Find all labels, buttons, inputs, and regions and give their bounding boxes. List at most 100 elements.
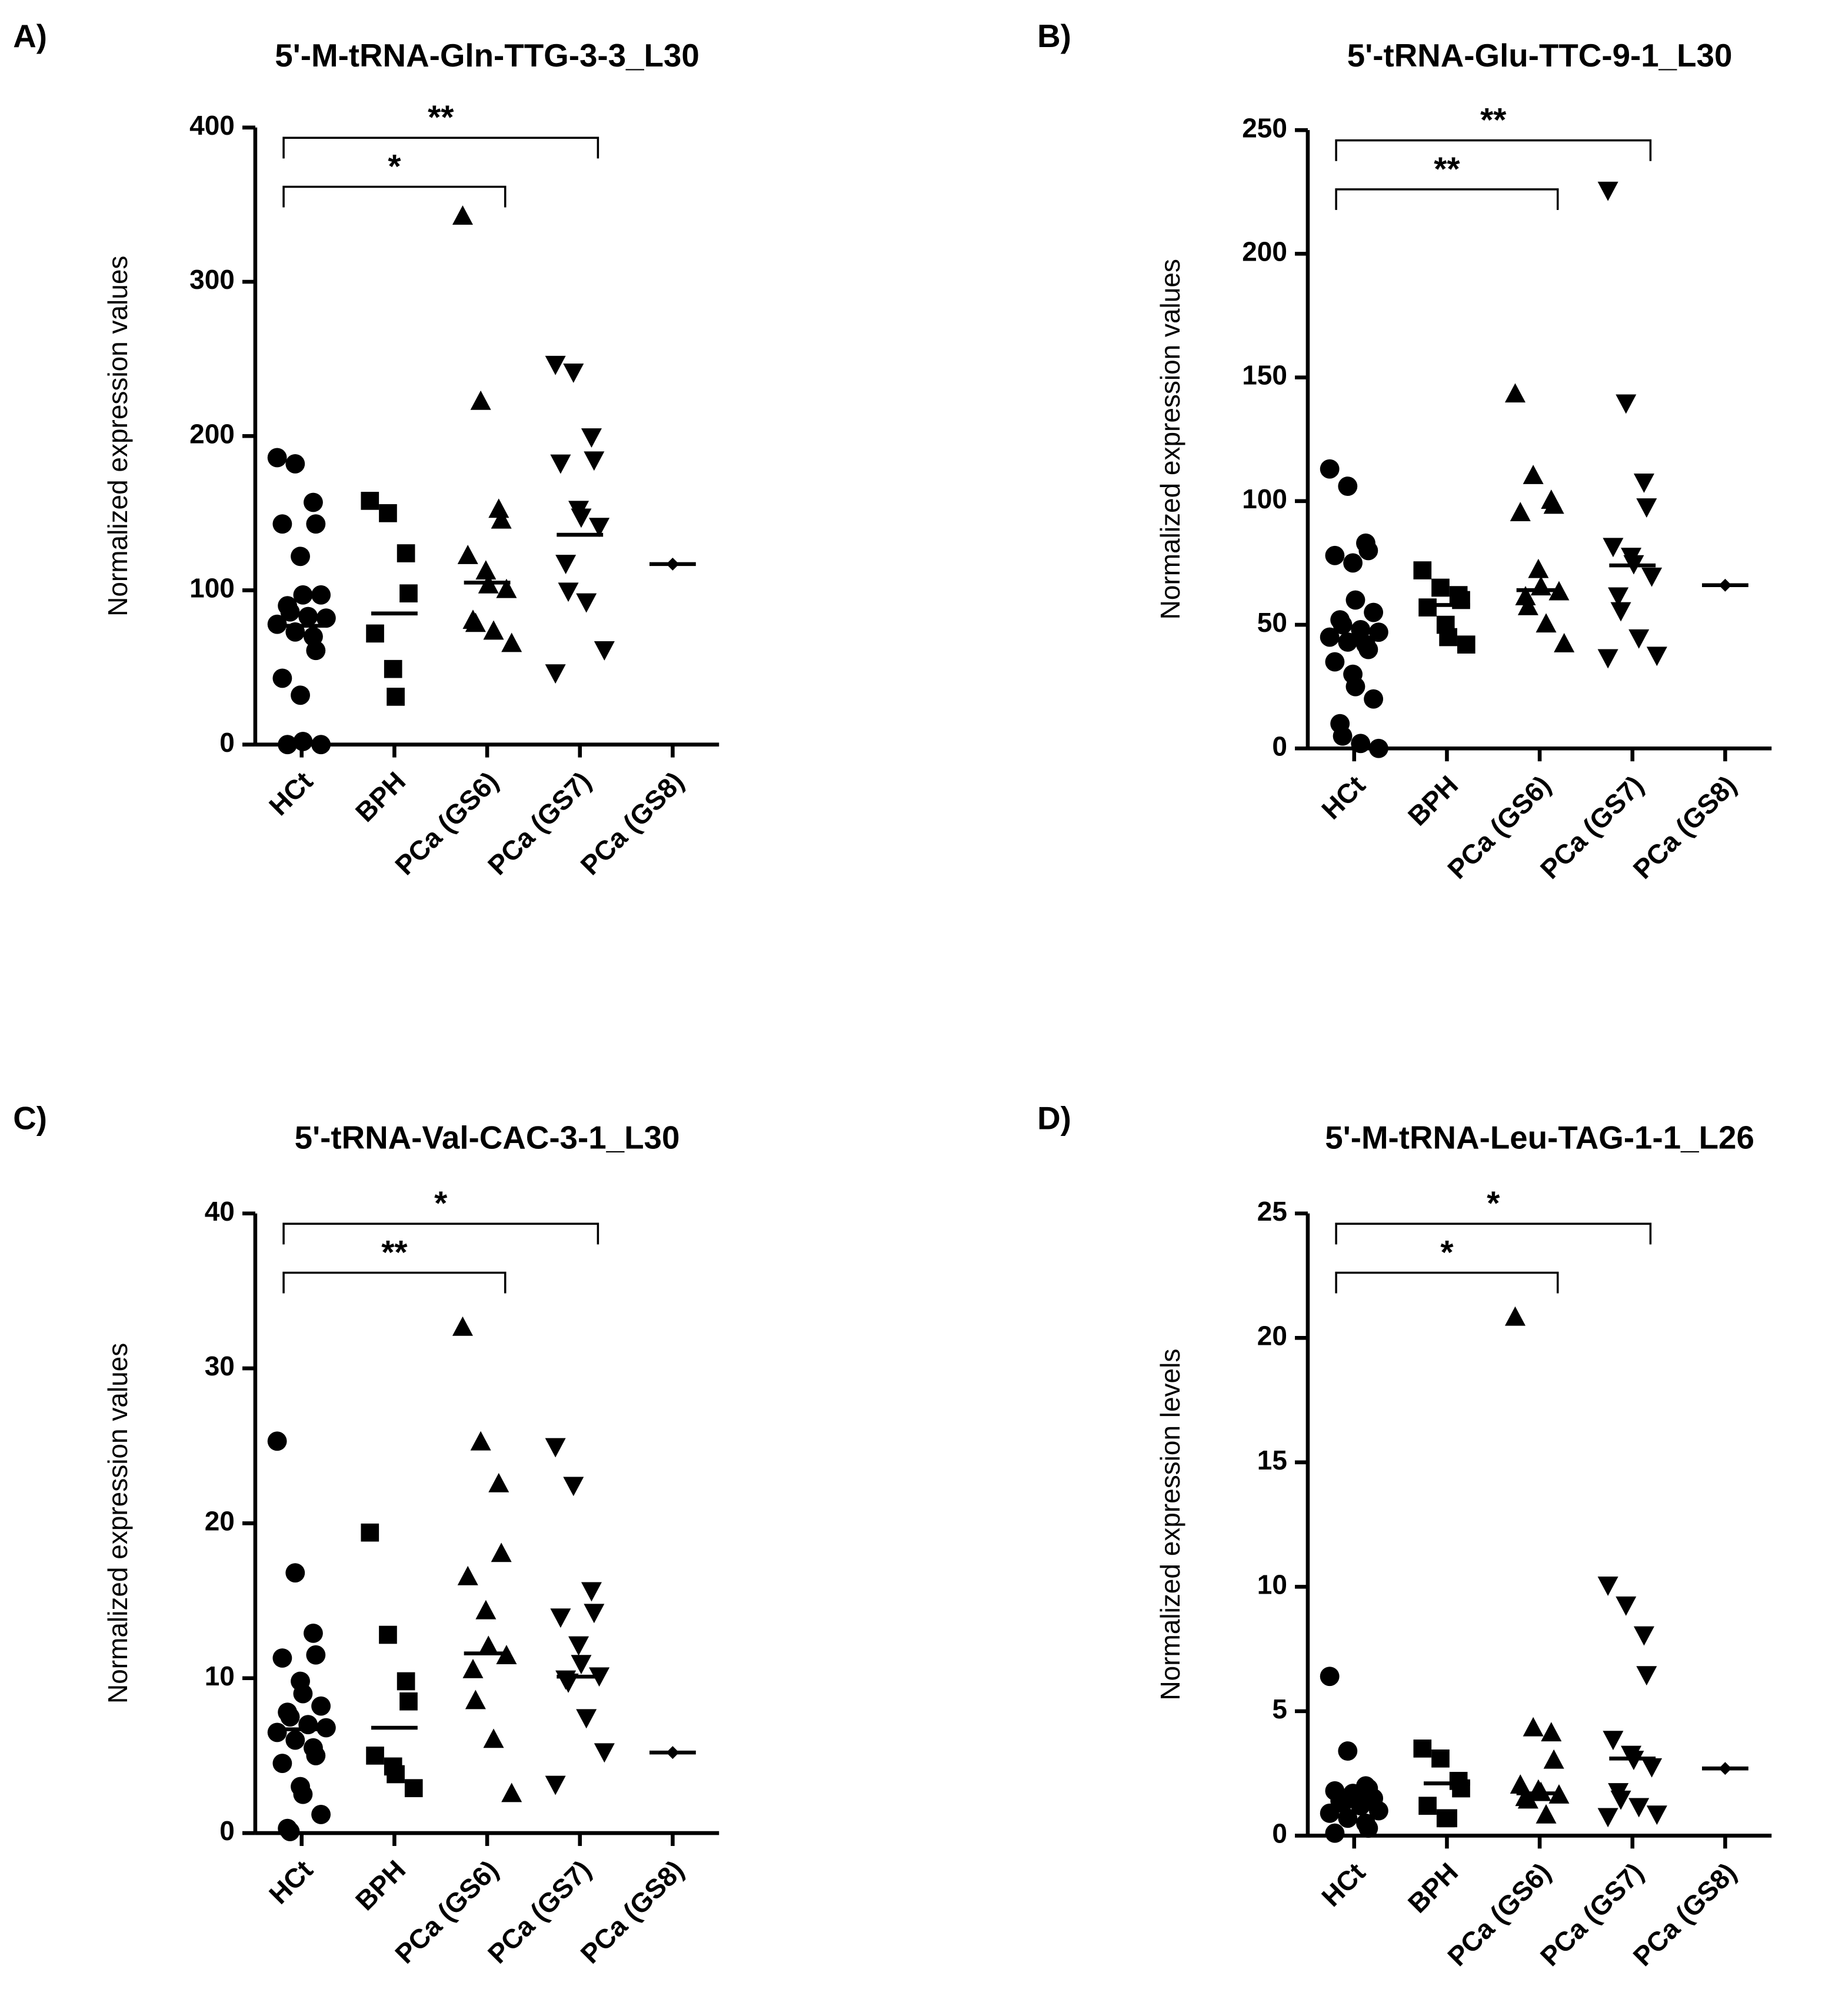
point — [1535, 613, 1557, 633]
chart-title: 5'-tRNA-Val-CAC-3-1_L30 — [295, 1119, 680, 1155]
point — [399, 584, 418, 603]
point — [1338, 632, 1358, 652]
significance-bracket — [282, 185, 507, 208]
point — [267, 1722, 287, 1742]
x-tick-label: HCt — [263, 1854, 319, 1910]
y-axis-label: Normalized expression values — [1155, 259, 1185, 619]
x-tick-label: HCt — [1315, 769, 1371, 825]
point — [1517, 1789, 1538, 1809]
point — [311, 735, 331, 755]
point — [1345, 677, 1365, 697]
point — [558, 582, 579, 602]
point — [1610, 1790, 1631, 1810]
point — [280, 1707, 300, 1727]
x-tick-label: HCt — [263, 766, 319, 822]
point — [576, 1709, 597, 1729]
point — [470, 1431, 491, 1451]
significance-label: * — [1487, 1185, 1500, 1222]
significance-bracket — [282, 1222, 599, 1245]
point — [488, 498, 509, 518]
point — [483, 1728, 504, 1748]
point — [555, 555, 577, 574]
point — [1523, 465, 1544, 484]
point — [550, 454, 571, 474]
y-tick-label: 200 — [189, 418, 235, 449]
point — [1628, 629, 1650, 649]
point — [1530, 576, 1551, 596]
point — [1641, 1758, 1663, 1778]
point — [475, 1600, 497, 1620]
point — [563, 1477, 584, 1497]
x-tick-label: BPH — [349, 1854, 411, 1916]
point — [291, 547, 310, 567]
y-tick-label: 25 — [1257, 1196, 1287, 1227]
point — [1636, 498, 1657, 518]
point — [576, 593, 597, 613]
point — [462, 1658, 484, 1678]
y-tick-label: 0 — [219, 1815, 235, 1846]
significance-bracket — [1335, 1222, 1652, 1245]
significance-label: ** — [381, 1234, 408, 1271]
point — [1439, 628, 1457, 647]
point — [306, 1745, 326, 1765]
point — [571, 1655, 592, 1675]
point — [1338, 1808, 1358, 1828]
y-tick-label: 150 — [1242, 360, 1287, 391]
point — [399, 1692, 418, 1711]
point — [272, 668, 292, 688]
point — [1608, 587, 1629, 607]
significance-bracket — [1335, 1271, 1559, 1294]
point — [1333, 726, 1353, 746]
point — [568, 1636, 589, 1656]
point — [1523, 1717, 1544, 1737]
point — [306, 514, 326, 534]
point — [545, 664, 566, 684]
point — [1364, 602, 1384, 622]
point — [1439, 1809, 1457, 1828]
point — [1325, 652, 1345, 672]
point — [293, 732, 313, 751]
y-tick-label: 0 — [1272, 1818, 1287, 1849]
point — [397, 1672, 415, 1691]
y-tick-label: 200 — [1242, 236, 1287, 267]
y-tick-label: 5 — [1272, 1694, 1287, 1724]
point — [298, 607, 318, 627]
point — [387, 1765, 405, 1784]
point — [1351, 734, 1371, 754]
point — [1504, 1306, 1526, 1326]
y-tick-label: 0 — [219, 727, 235, 758]
y-axis-label: Normalized expression values — [102, 256, 133, 617]
panel-label: D) — [1037, 1100, 1071, 1137]
point — [366, 624, 384, 643]
significance-label: ** — [1434, 150, 1460, 188]
point — [1541, 1722, 1562, 1742]
point — [1636, 1666, 1657, 1686]
point — [306, 1645, 326, 1665]
point — [316, 1718, 336, 1738]
point — [285, 1730, 305, 1750]
point — [470, 390, 491, 410]
point — [589, 518, 610, 538]
significance-bracket — [1335, 139, 1652, 161]
point — [452, 205, 473, 225]
y-tick-label: 300 — [189, 264, 235, 295]
y-tick-label: 0 — [1272, 731, 1287, 761]
point — [1351, 620, 1371, 639]
chart-title: 5'-tRNA-Glu-TTC-9-1_L30 — [1347, 37, 1733, 74]
point — [483, 620, 504, 640]
x-tick-label: BPH — [1402, 769, 1464, 831]
point — [1517, 595, 1538, 615]
point — [1515, 586, 1536, 605]
significance-bracket — [1335, 188, 1559, 210]
point — [1504, 383, 1526, 403]
y-tick-label: 100 — [1242, 484, 1287, 514]
x-tick-label: BPH — [349, 766, 411, 828]
y-tick-label: 400 — [189, 110, 235, 141]
point — [475, 560, 497, 580]
point — [1364, 689, 1384, 709]
point — [267, 1431, 287, 1451]
point — [272, 514, 292, 534]
point — [594, 641, 615, 661]
point — [291, 685, 310, 705]
